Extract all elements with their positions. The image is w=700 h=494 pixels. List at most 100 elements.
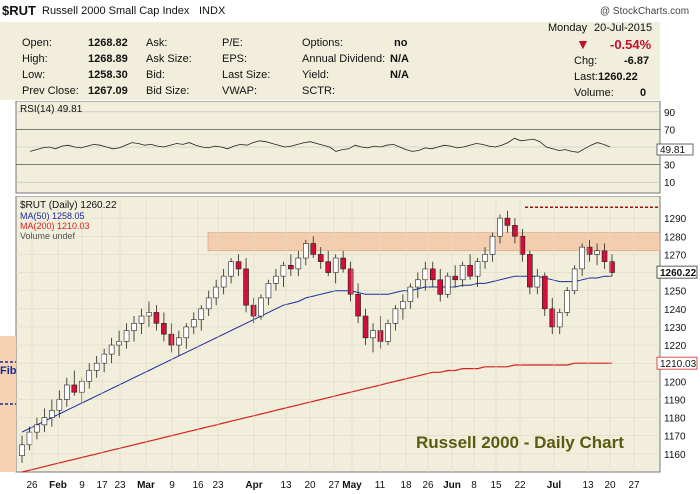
candle-body	[213, 286, 219, 299]
prev-close-value: 1267.09	[88, 85, 128, 97]
candle-body	[504, 217, 511, 226]
candle-body	[489, 235, 496, 255]
price-tick-label: 1240	[664, 305, 687, 316]
eps-label: EPS:	[222, 53, 248, 65]
last-price-box	[656, 265, 698, 279]
candle-body	[26, 431, 33, 446]
x-tick-label: Mar	[137, 480, 155, 491]
quote-day: Monday	[548, 22, 588, 34]
candle-body	[123, 330, 130, 342]
candle-body	[176, 337, 182, 346]
ma200-line	[21, 362, 612, 473]
ma200-value-box	[656, 356, 698, 370]
candle-body	[452, 275, 458, 281]
rsi-tick-label: 70	[664, 125, 676, 136]
prev-close-label: Prev Close:	[22, 85, 79, 97]
candle-body	[482, 254, 488, 262]
low-label: Low:	[22, 69, 46, 81]
legend-volume: Volume undef	[20, 231, 76, 241]
watermark: @ StockCharts.com	[600, 6, 690, 17]
high-label: High:	[22, 53, 48, 65]
candle-body	[601, 250, 608, 262]
x-tick-label: 23	[114, 480, 126, 491]
candle-body	[265, 283, 272, 299]
exchange-label: INDX	[199, 5, 226, 17]
chg-value: -6.87	[624, 55, 650, 67]
candle-body	[407, 286, 414, 302]
dividend-label: Annual Dividend:	[302, 53, 386, 65]
candle-body	[146, 312, 152, 317]
options-value: no	[394, 37, 408, 49]
candle-body	[183, 326, 190, 339]
x-tick-label: Feb	[49, 480, 67, 491]
price-tick-label: 1230	[664, 323, 687, 334]
legend-ma50: MA(50) 1258.05	[20, 211, 85, 221]
last-label: Last:	[574, 71, 598, 83]
candle-body	[527, 254, 533, 288]
fib-label: Fib	[0, 365, 17, 377]
candle-body	[49, 410, 55, 418]
candle-body	[41, 417, 48, 426]
candle-body	[71, 384, 78, 393]
candle-body	[415, 279, 421, 288]
candle-body	[228, 261, 234, 277]
candle-body	[459, 264, 466, 281]
rsi-panel: 1030507090 RSI(14) 49.81 49.81	[15, 101, 694, 194]
x-tick-label: 15	[490, 480, 502, 491]
x-tick-label: 27	[628, 480, 640, 491]
options-label: Options:	[302, 37, 343, 49]
percent-change: -0.54%	[610, 37, 652, 52]
candle-body	[325, 261, 332, 273]
index-name: Russell 2000 Small Cap Index	[42, 5, 190, 17]
candle-body	[586, 246, 593, 255]
chart-header: $RUT Russell 2000 Small Cap Index INDX @…	[0, 0, 700, 22]
candle-body	[220, 275, 227, 288]
candle-body	[205, 297, 212, 310]
x-tick-label: Jun	[443, 480, 461, 491]
candle-body	[243, 268, 249, 306]
x-tick-label: 27	[328, 480, 340, 491]
candle-body	[594, 250, 600, 255]
candle-body	[534, 275, 541, 288]
price-tick-label: 1220	[664, 341, 687, 352]
yield-label: Yield:	[302, 69, 330, 81]
candle-body	[168, 333, 175, 346]
candle-body	[549, 308, 556, 328]
legend-ma200: MA(200) 1210.03	[20, 221, 90, 231]
candle-body	[138, 315, 145, 324]
candle-body	[116, 341, 122, 346]
candle-body	[347, 268, 354, 295]
last-price-label: 1260.22	[660, 268, 697, 279]
candle-body	[429, 268, 436, 281]
candle-body	[288, 264, 294, 270]
legend-price: $RUT (Daily) 1260.22	[20, 200, 117, 211]
yield-value: N/A	[390, 69, 409, 81]
candle-body	[385, 323, 391, 342]
price-tick-label: 1290	[664, 214, 687, 225]
candle-body	[474, 261, 481, 277]
rsi-current-value: 49.81	[660, 145, 685, 156]
last-value: 1260.22	[598, 71, 638, 83]
candle-body	[258, 297, 264, 317]
last-size-label: Last Size:	[222, 69, 271, 81]
x-tick-label: 16	[192, 480, 204, 491]
candle-body	[153, 312, 160, 324]
candle-body	[250, 304, 257, 317]
candle-body	[56, 399, 63, 411]
x-tick-label: 26	[422, 480, 434, 491]
price-tick-label: 1250	[664, 287, 687, 298]
ticker-symbol: $RUT	[2, 3, 36, 18]
sctr-label: SCTR:	[302, 85, 335, 97]
ask-size-label: Ask Size:	[146, 53, 192, 65]
candle-body	[564, 290, 570, 313]
rsi-tick-label: 90	[664, 108, 676, 119]
candle-body	[467, 264, 473, 277]
open-value: 1268.82	[88, 37, 128, 49]
x-tick-label: 23	[212, 480, 224, 491]
candle-body	[235, 261, 242, 270]
candle-body	[19, 444, 25, 456]
x-tick-label: Apr	[245, 480, 262, 491]
candle-body	[131, 323, 137, 331]
price-tick-label: 1170	[664, 432, 686, 443]
x-tick-label: 9	[169, 480, 175, 491]
